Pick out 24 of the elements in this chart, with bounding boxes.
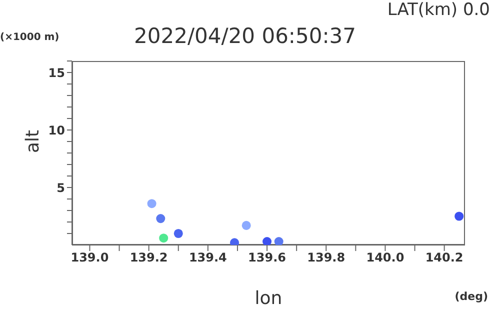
y-axis-title: alt xyxy=(22,130,44,153)
point xyxy=(274,237,284,245)
x-tick-label: 139.6 xyxy=(248,250,286,265)
chart-title: 2022/04/20 06:50:37 xyxy=(134,24,356,48)
text: (deg) xyxy=(454,290,488,303)
point xyxy=(174,228,183,238)
point xyxy=(262,237,272,245)
point xyxy=(159,234,168,243)
point xyxy=(242,220,251,230)
point xyxy=(156,214,166,224)
text: (×1000 m) xyxy=(0,32,60,43)
text: LAT(km) 0.0 xyxy=(387,0,490,20)
y-tick-label: 15 xyxy=(48,66,65,80)
point xyxy=(454,212,464,221)
y-tick-label: 5 xyxy=(56,180,65,195)
x-tick-label: 140.2 xyxy=(425,250,464,265)
x-tick-label: 139.4 xyxy=(188,250,227,265)
point xyxy=(147,199,156,208)
y-tick-label: 10 xyxy=(48,123,65,138)
x-tick-label: 140.0 xyxy=(366,250,404,265)
x-axis-title: lon xyxy=(254,288,282,309)
x-tick-label: 139.8 xyxy=(307,250,346,265)
x-tick-label: 139.0 xyxy=(70,250,109,265)
x-tick-label: 139.2 xyxy=(130,250,168,265)
